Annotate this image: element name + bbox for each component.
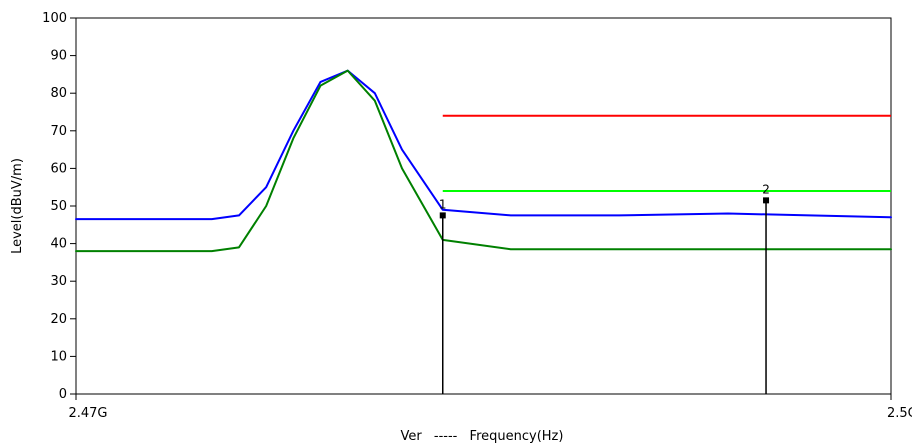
x-axis-ticks: 2.47G 2.5G: [68, 394, 912, 421]
y-tick-label: 100: [42, 11, 67, 26]
marker-1-label: 1: [439, 197, 447, 211]
x-axis-label-separator: -----: [434, 429, 458, 444]
x-tick-label: 2.47G: [68, 406, 107, 421]
y-tick-label: 20: [50, 312, 67, 327]
y-axis-label: Level(dBuV/m): [10, 158, 25, 254]
peak-trace-line: [75, 69, 892, 221]
limit-lines: [442, 114, 891, 192]
y-tick-label: 10: [50, 349, 67, 364]
x-axis-label-line: Ver ----- Frequency(Hz): [401, 429, 564, 444]
y-tick-label: 60: [50, 161, 67, 176]
y-tick-label: 50: [50, 199, 67, 214]
marker-2-label: 2: [762, 182, 770, 196]
plot-area: [75, 17, 892, 395]
y-tick-label: 40: [50, 237, 67, 252]
y-tick-label: 30: [50, 274, 67, 289]
average-trace-line: [75, 69, 892, 253]
x-axis-label-prefix: Ver: [401, 429, 423, 444]
series-layer: [75, 69, 892, 253]
y-tick-label: 70: [50, 124, 67, 139]
y-tick-label: 80: [50, 86, 67, 101]
x-tick-label: 2.5G: [887, 406, 912, 421]
marker-layer: 12: [439, 182, 770, 394]
y-tick-label: 0: [59, 387, 67, 402]
x-axis-label: Frequency(Hz): [470, 429, 564, 444]
y-tick-label: 90: [50, 49, 67, 64]
y-axis-ticks: 0 10 20 30 40 50 60 70 80 90 100: [42, 11, 76, 402]
marker-2-point: [763, 197, 770, 204]
marker-1-point: [439, 212, 446, 219]
